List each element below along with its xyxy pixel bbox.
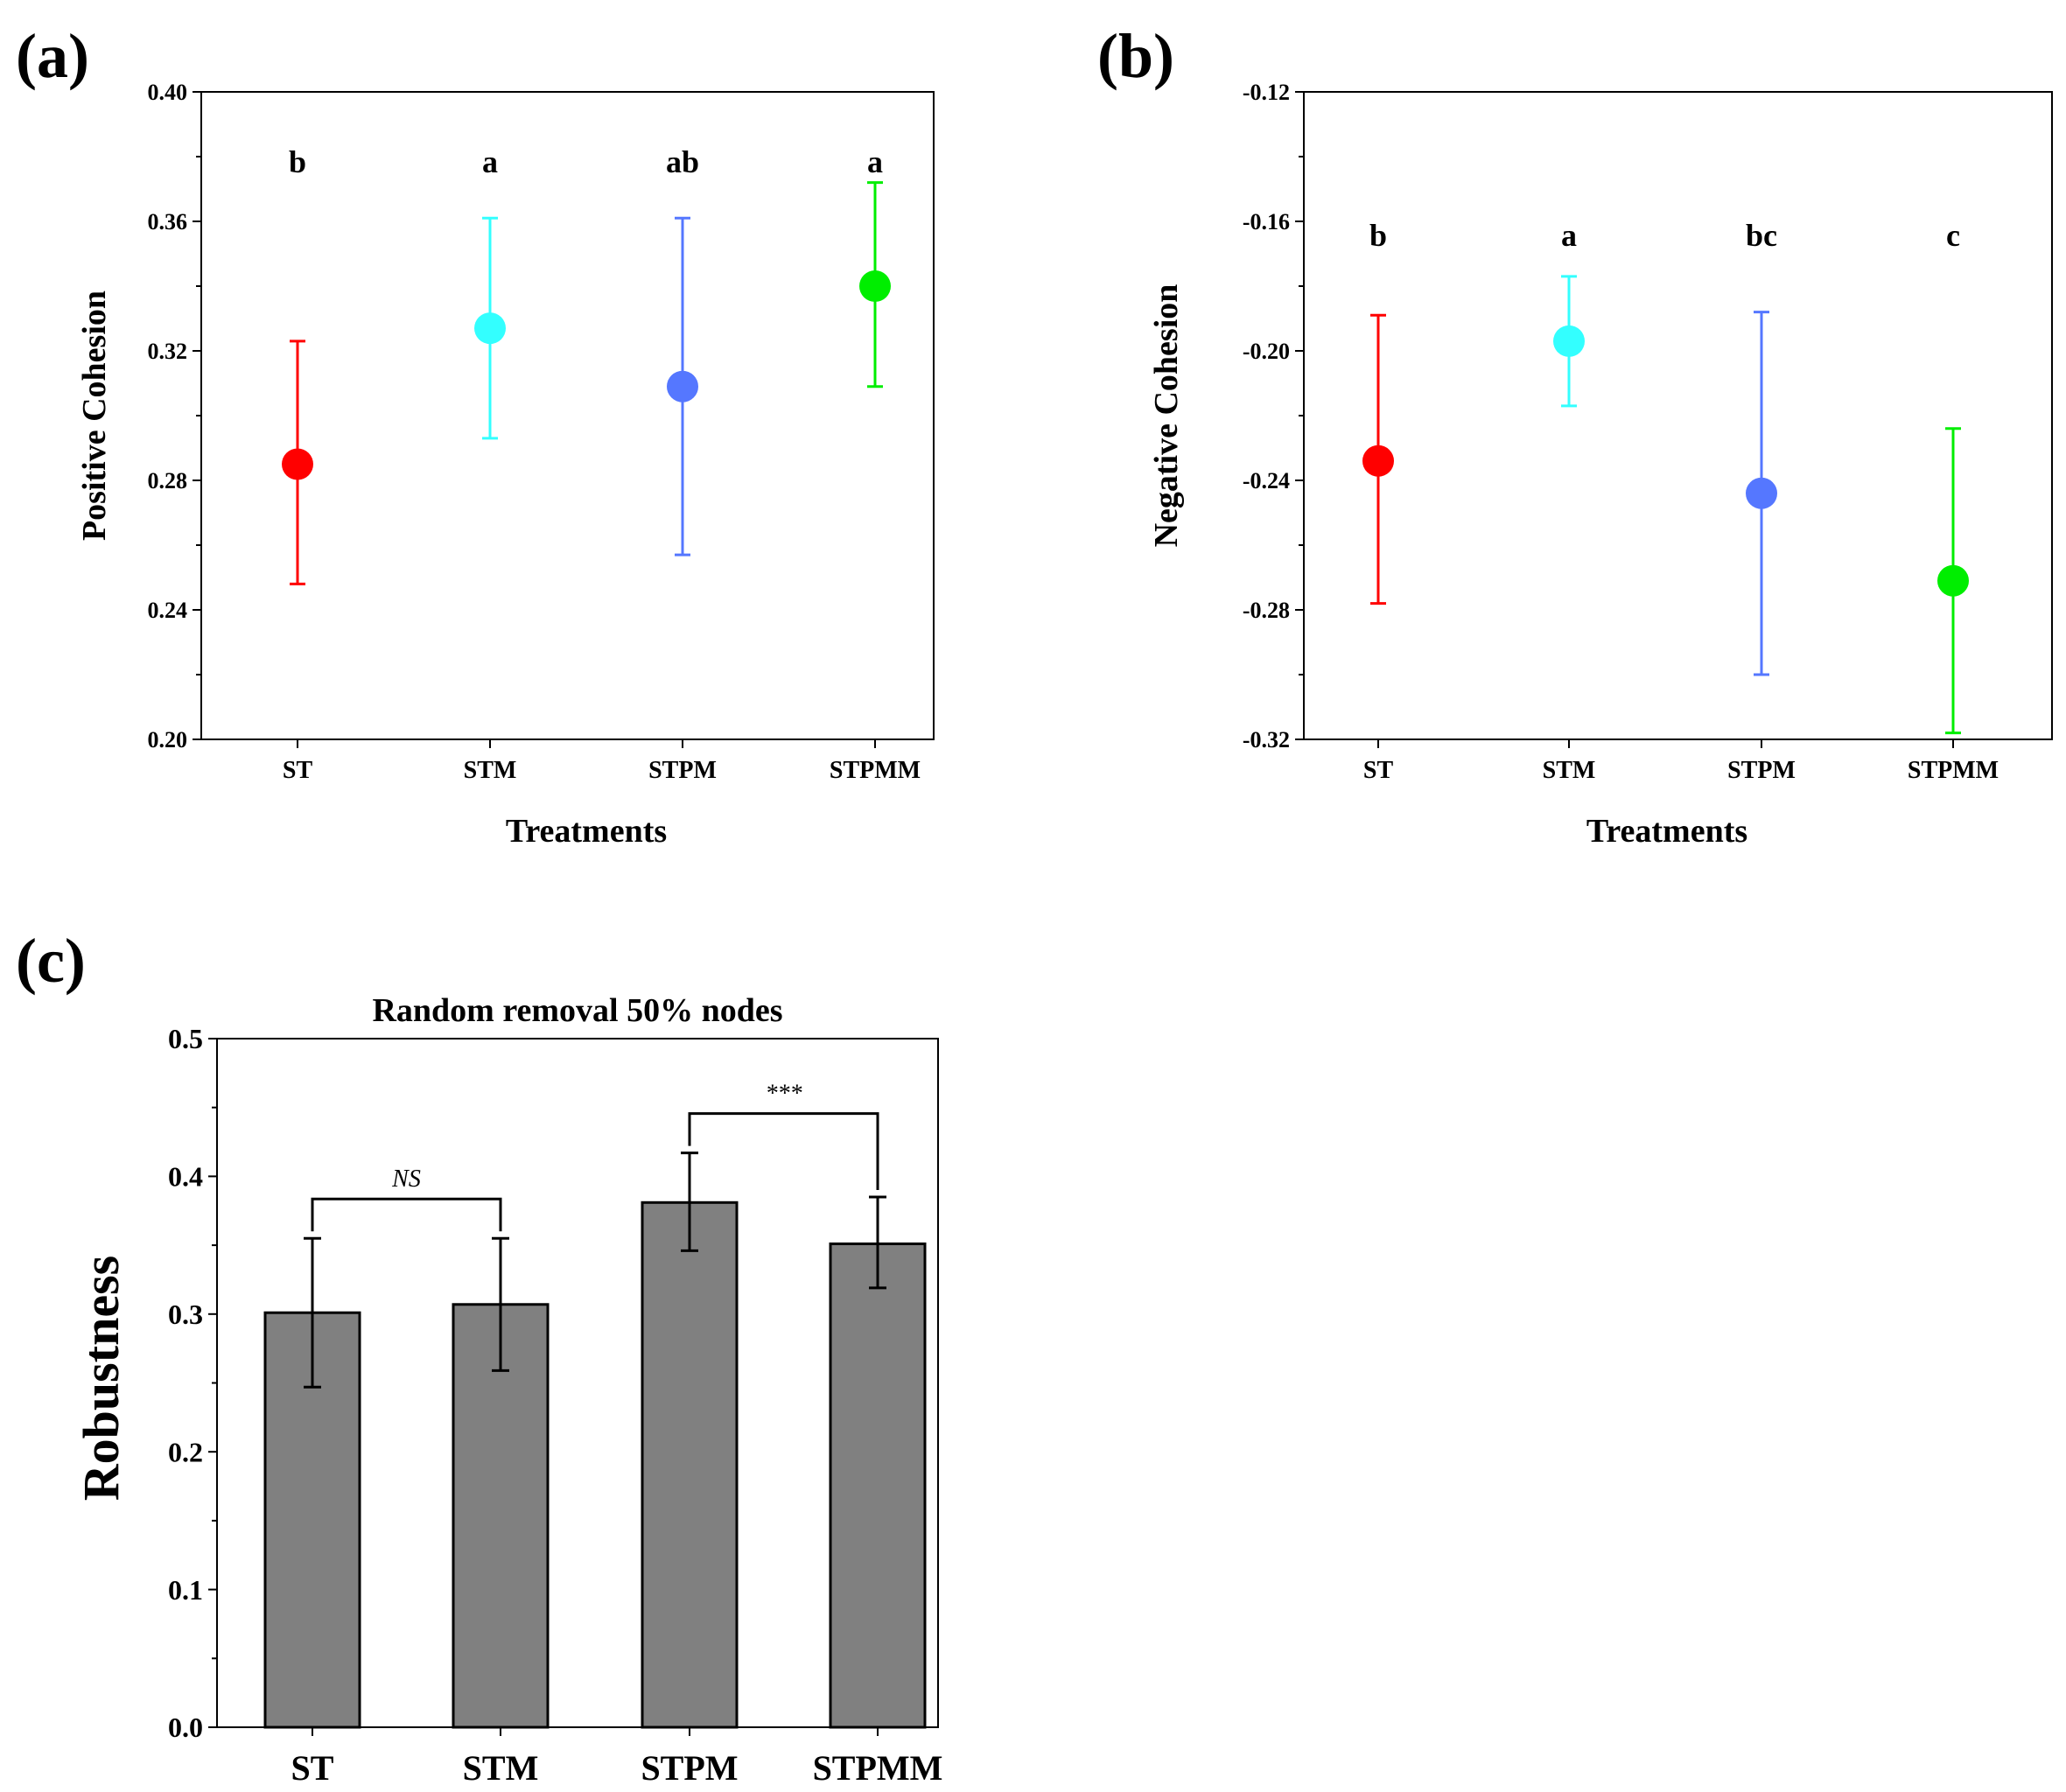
y-axis-label: Negative Cohesion	[1148, 284, 1185, 548]
chart-title: Random removal 50% nodes	[372, 992, 782, 1029]
panel-c: (c) 0.0 0.1 0.2 0.3 0.4 0.5 ST STM STPM STPMM Robus…	[16, 926, 942, 1788]
significance-letter: b	[1369, 218, 1387, 253]
x-tick-label: STPMM	[830, 757, 921, 784]
x-tick-label: ST	[283, 757, 313, 784]
x-tick-label: STM	[463, 1748, 539, 1788]
y-tick-label: -0.32	[1243, 727, 1290, 752]
significance-bracket	[688, 1112, 879, 1191]
bar-stpmm	[829, 1242, 927, 1729]
significance-label: NS	[391, 1166, 421, 1193]
x-tick-label: STPM	[1727, 757, 1796, 784]
y-tick-label: 0.1	[168, 1574, 203, 1606]
significance-bracket	[311, 1197, 502, 1232]
x-tick-label: ST	[291, 1748, 334, 1788]
panel-label: (c)	[16, 926, 86, 996]
mean-point-stpmm	[859, 270, 891, 302]
bar-stm	[452, 1303, 550, 1729]
mean-point-st	[1362, 444, 1394, 477]
x-axis-label: Treatments	[506, 813, 667, 850]
y-axis-label: Positive Cohesion	[76, 290, 113, 541]
panel-label: (a)	[16, 21, 89, 91]
y-tick-label: -0.12	[1243, 80, 1290, 105]
mean-point-stpmm	[1937, 564, 1969, 597]
panel-a: (a) 0.20 0.24 0.28 0.32 0.36 0.40 ST STM STPM STPM…	[16, 21, 935, 850]
x-tick-label: STPMM	[813, 1748, 943, 1788]
x-tick-label: STM	[1543, 757, 1596, 784]
x-tick-label: ST	[1363, 757, 1394, 784]
y-tick-label: 0.3	[168, 1298, 203, 1330]
significance-letter: ab	[666, 144, 699, 179]
x-tick-label: STM	[464, 757, 517, 784]
panel-label: (b)	[1097, 21, 1174, 91]
significance-letter: bc	[1746, 218, 1777, 253]
y-tick-label: -0.20	[1243, 339, 1290, 364]
significance-label: ***	[766, 1081, 802, 1108]
mean-point-st	[282, 448, 313, 480]
y-tick-label: 0.36	[148, 209, 188, 234]
y-tick-label: 0.5	[168, 1023, 203, 1054]
y-tick-label: 0.32	[148, 339, 188, 364]
panel-b: (b) -0.32 -0.28 -0.24 -0.20 -0.16 -0.12 ST STM ST…	[1097, 21, 2053, 850]
y-tick-label: 0.0	[168, 1712, 203, 1743]
significance-letter: a	[482, 144, 498, 179]
bar-stpm	[641, 1200, 739, 1729]
significance-letter: a	[1561, 218, 1577, 253]
mean-point-stm	[474, 312, 506, 345]
y-tick-label: 0.4	[168, 1161, 203, 1193]
mean-point-stm	[1553, 325, 1585, 357]
x-axis-label: Treatments	[1586, 813, 1747, 850]
y-tick-label: 0.28	[148, 468, 188, 494]
x-tick-label: STPM	[648, 757, 717, 784]
significance-letter: a	[867, 144, 883, 179]
y-axis-label: Robustness	[73, 1256, 130, 1501]
y-tick-label: -0.28	[1243, 598, 1290, 623]
significance-letter: c	[1946, 218, 1960, 253]
significance-letter: b	[289, 144, 306, 179]
y-tick-label: 0.24	[148, 598, 188, 623]
mean-point-stpm	[1746, 477, 1777, 509]
x-tick-label: STPMM	[1908, 757, 1999, 784]
y-tick-label: -0.24	[1243, 468, 1290, 494]
y-tick-label: 0.20	[148, 727, 188, 752]
y-tick-label: 0.2	[168, 1436, 203, 1467]
y-tick-label: -0.16	[1243, 209, 1290, 234]
y-tick-label: 0.40	[148, 80, 188, 105]
mean-point-stpm	[667, 370, 698, 402]
x-tick-label: STPM	[641, 1748, 738, 1788]
